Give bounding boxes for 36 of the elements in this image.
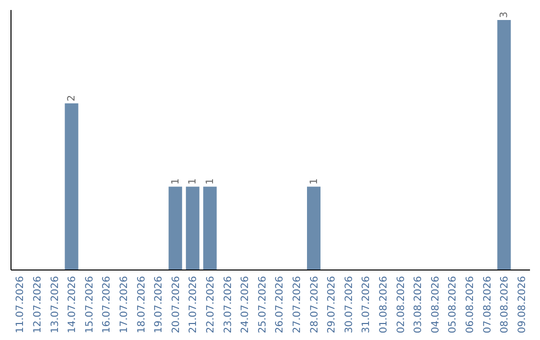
- x-tick-label: 23.07.2026: [222, 276, 234, 334]
- x-tick-label: 28.07.2026: [309, 276, 320, 334]
- x-tick-label: 26.07.2026: [274, 276, 286, 334]
- x-tick-label: 24.07.2026: [240, 276, 252, 334]
- x-tick-label: 03.08.2026: [413, 276, 424, 334]
- x-tick-label: 13.07.2026: [50, 276, 61, 334]
- x-tick-label: 14.07.2026: [67, 276, 78, 334]
- x-tick-label: 11.07.2026: [15, 276, 26, 334]
- x-tick-label: 20.07.2026: [170, 276, 182, 334]
- data-label: 3: [499, 12, 510, 18]
- x-tick-label: 31.07.2026: [361, 276, 372, 334]
- x-tick-label: 07.08.2026: [482, 276, 494, 334]
- data-label: 1: [204, 178, 216, 185]
- x-tick-label: 19.07.2026: [154, 276, 165, 334]
- x-tick-label: 25.07.2026: [257, 276, 268, 334]
- x-tick-label: 08.08.2026: [500, 276, 511, 334]
- x-tick-label: 27.07.2026: [292, 276, 303, 334]
- data-label: 1: [308, 178, 320, 185]
- x-tick-label: 04.08.2026: [430, 276, 442, 334]
- x-tick-label: 30.07.2026: [344, 276, 355, 334]
- x-tick-label: 05.08.2026: [448, 276, 459, 334]
- x-tick-label: 21.07.2026: [188, 276, 200, 334]
- x-tick-label: 22.07.2026: [205, 276, 216, 334]
- x-tick-label: 01.08.2026: [378, 276, 390, 334]
- x-tick-label: 02.08.2026: [396, 276, 407, 334]
- x-tick-label: 16.07.2026: [102, 276, 113, 334]
- data-label: 1: [188, 178, 199, 185]
- x-tick-label: 17.07.2026: [118, 276, 130, 334]
- x-tick-label: 06.08.2026: [464, 276, 476, 334]
- data-label: 1: [170, 178, 182, 185]
- x-tick-label: 18.07.2026: [136, 276, 148, 334]
- x-tick-label: 15.07.2026: [84, 276, 96, 334]
- x-tick-label: 29.07.2026: [326, 276, 338, 334]
- x-tick-label: 09.08.2026: [516, 276, 528, 334]
- x-tick-label: 12.07.2026: [32, 276, 44, 334]
- data-label: 2: [66, 94, 78, 102]
